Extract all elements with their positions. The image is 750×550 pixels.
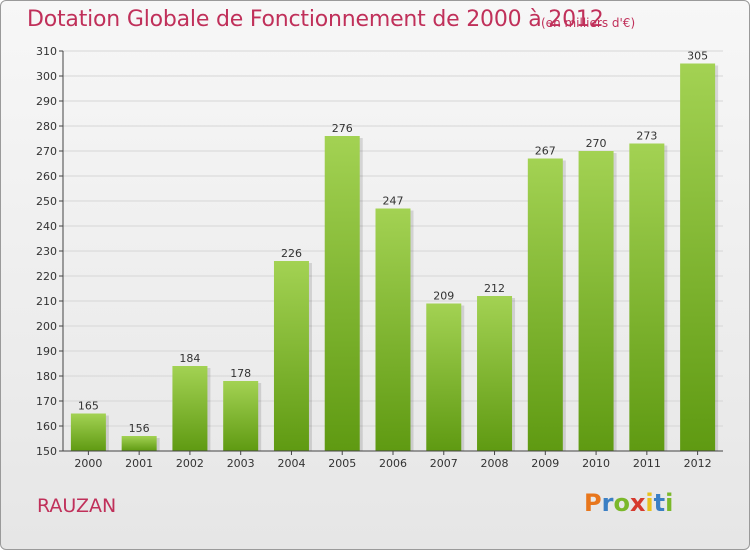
logo-letter: r <box>601 489 614 517</box>
bar <box>324 136 360 451</box>
x-tick-label: 2010 <box>582 457 610 470</box>
y-tick-label: 300 <box>36 70 57 83</box>
logo-letter: x <box>629 489 646 517</box>
y-tick-label: 180 <box>36 370 57 383</box>
logo-letter: o <box>613 489 630 517</box>
commune-name: RAUZAN <box>37 495 117 517</box>
data-label: 156 <box>129 422 150 435</box>
y-tick-label: 210 <box>36 295 57 308</box>
x-tick-label: 2002 <box>176 457 204 470</box>
y-tick-label: 240 <box>36 220 57 233</box>
data-label: 270 <box>586 137 607 150</box>
data-label: 247 <box>383 195 404 208</box>
y-tick-label: 170 <box>36 395 57 408</box>
x-tick-label: 2012 <box>684 457 712 470</box>
x-tick-label: 2000 <box>74 457 102 470</box>
y-tick-label: 190 <box>36 345 57 358</box>
x-tick-label: 2005 <box>328 457 356 470</box>
x-tick-label: 2001 <box>125 457 153 470</box>
y-tick-label: 220 <box>36 270 57 283</box>
bar <box>477 296 513 451</box>
logo-letter: t <box>653 489 666 517</box>
bar <box>629 143 665 451</box>
x-tick-label: 2006 <box>379 457 407 470</box>
chart-subtitle: (en milliers d'€) <box>541 16 636 30</box>
data-label: 178 <box>230 367 251 380</box>
y-tick-label: 230 <box>36 245 57 258</box>
y-tick-label: 270 <box>36 145 57 158</box>
x-tick-label: 2011 <box>633 457 661 470</box>
bar <box>680 63 716 451</box>
y-tick-label: 280 <box>36 120 57 133</box>
data-label: 305 <box>687 50 708 63</box>
data-label: 267 <box>535 145 556 158</box>
y-tick-label: 290 <box>36 95 57 108</box>
x-tick-label: 2008 <box>481 457 509 470</box>
data-label: 209 <box>433 290 454 303</box>
data-label: 165 <box>78 400 99 413</box>
data-label: 226 <box>281 247 302 260</box>
y-tick-label: 310 <box>36 45 57 58</box>
data-label: 273 <box>636 130 657 143</box>
bar <box>578 151 614 451</box>
bar <box>527 158 563 451</box>
bar <box>172 366 208 451</box>
logo-letter: i <box>665 489 674 517</box>
y-tick-label: 250 <box>36 195 57 208</box>
bar <box>121 436 157 451</box>
x-tick-label: 2009 <box>531 457 559 470</box>
bar <box>375 208 411 451</box>
data-label: 276 <box>332 122 353 135</box>
bars: 165 156 184 178 226 276 247 209 212 267 270 273 305 <box>70 50 719 451</box>
bar <box>223 381 259 451</box>
x-tick-label: 2003 <box>227 457 255 470</box>
x-tick-label: 2007 <box>430 457 458 470</box>
x-tick-label: 2004 <box>277 457 305 470</box>
y-tick-label: 160 <box>36 420 57 433</box>
proxiti-logo: Proxiti <box>584 489 673 517</box>
y-tick-label: 150 <box>36 445 57 458</box>
y-tick-label: 200 <box>36 320 57 333</box>
y-tick-label: 260 <box>36 170 57 183</box>
logo-letter: i <box>645 489 654 517</box>
bar <box>273 261 309 451</box>
data-label: 184 <box>179 352 200 365</box>
axes: 150 160 170 180 190 200 210 220 230 240 250 260 270 2… <box>36 45 723 470</box>
bar <box>70 413 106 451</box>
chart-title: Dotation Globale de Fonctionnement de 20… <box>27 7 604 32</box>
logo-letter: P <box>584 489 602 517</box>
data-label: 212 <box>484 282 505 295</box>
bar <box>426 303 462 451</box>
